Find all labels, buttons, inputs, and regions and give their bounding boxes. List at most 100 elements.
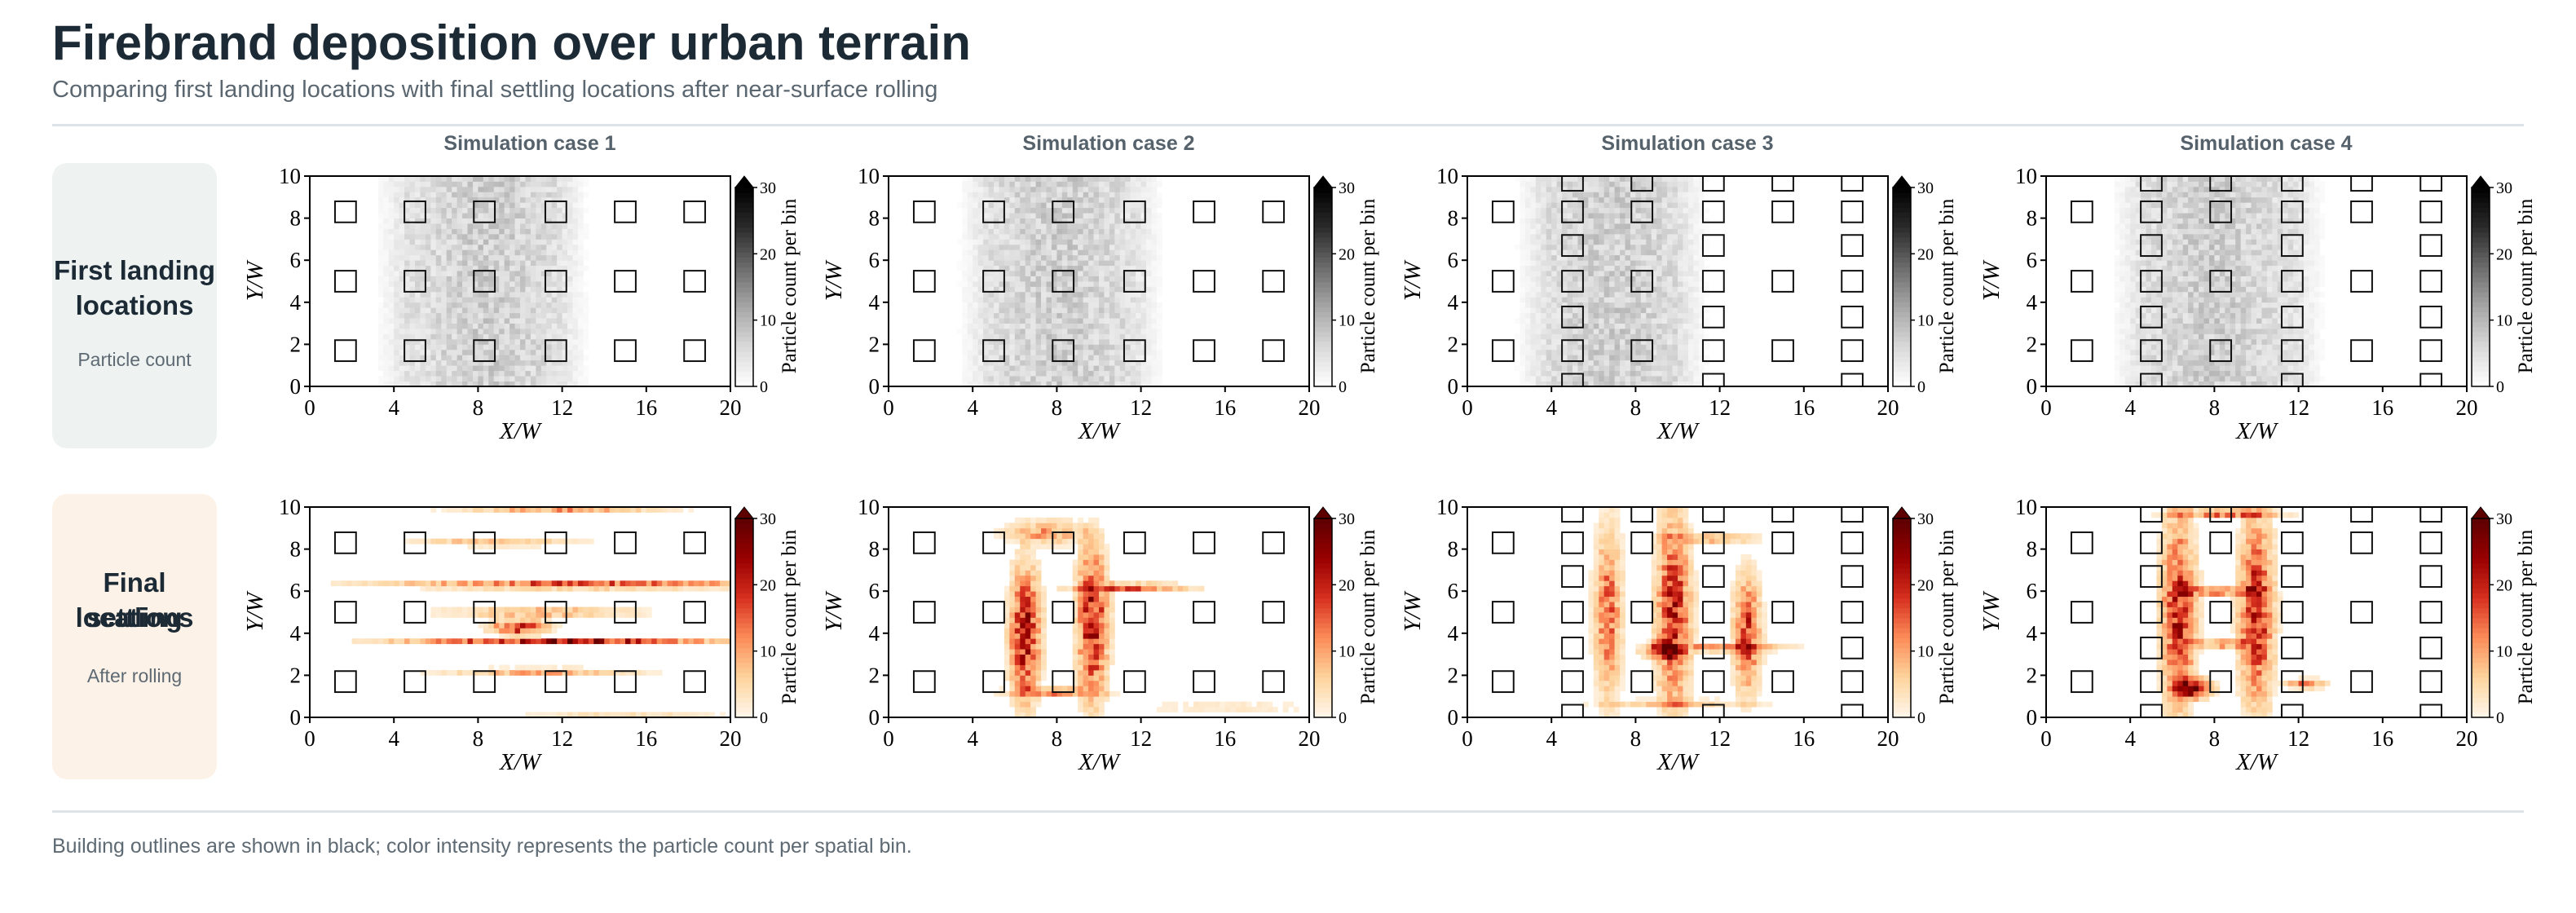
heatmap-cell xyxy=(967,329,973,334)
heatmap-cell xyxy=(1551,254,1558,261)
heatmap-cell xyxy=(562,186,568,192)
heatmap-cell xyxy=(1099,591,1105,598)
heatmap-cell xyxy=(1156,370,1162,377)
heatmap-cell xyxy=(1067,281,1074,287)
heatmap-cell xyxy=(646,712,652,718)
heatmap-cell xyxy=(483,344,489,351)
heatmap-cell xyxy=(452,580,457,587)
heatmap-cell xyxy=(467,213,474,218)
heatmap-cell xyxy=(572,218,579,224)
heatmap-cell xyxy=(462,202,468,209)
heatmap-cell xyxy=(567,186,573,192)
colorbar-step xyxy=(735,331,753,337)
heatmap-cell xyxy=(546,638,553,645)
heatmap-cell xyxy=(1136,291,1141,298)
colorbar-step xyxy=(1314,281,1332,288)
heatmap-cell xyxy=(1003,606,1010,613)
heatmap-cell xyxy=(1051,302,1057,308)
heatmap-cell xyxy=(609,507,615,513)
heatmap-cell xyxy=(540,297,547,303)
heatmap-cell xyxy=(1114,218,1121,224)
heatmap-cell xyxy=(1067,239,1074,245)
heatmap-cell xyxy=(1014,376,1021,382)
heatmap-cell xyxy=(1020,680,1026,686)
heatmap-cell xyxy=(441,223,448,229)
heatmap-cell xyxy=(493,544,500,549)
colorbar-tick-label: 0 xyxy=(760,709,768,727)
heatmap-cell xyxy=(973,265,979,271)
building-outline xyxy=(683,601,707,624)
heatmap-cell xyxy=(1009,538,1016,545)
heatmap-cell xyxy=(394,260,400,267)
heatmap-cell xyxy=(499,580,505,587)
heatmap-cell xyxy=(1014,223,1021,229)
heatmap-cell xyxy=(988,202,995,209)
heatmap-cell xyxy=(1041,612,1047,618)
heatmap-cell xyxy=(1119,297,1126,303)
heatmap-cell xyxy=(1072,649,1078,655)
heatmap-cell xyxy=(404,318,410,324)
heatmap-cell xyxy=(615,606,620,613)
heatmap-cell xyxy=(598,606,605,613)
heatmap-cell xyxy=(530,376,536,382)
heatmap-cell xyxy=(404,196,410,203)
heatmap-cell xyxy=(551,585,558,592)
heatmap-cell xyxy=(1051,538,1057,545)
heatmap-cell xyxy=(1025,359,1031,366)
heatmap-cell xyxy=(1051,265,1057,271)
heatmap-cell xyxy=(1093,533,1100,540)
heatmap-cell xyxy=(583,207,589,214)
heatmap-cell xyxy=(1146,249,1152,256)
heatmap-cell xyxy=(1114,186,1121,192)
colorbar-step xyxy=(1314,252,1332,258)
heatmap-cell xyxy=(472,260,479,267)
heatmap-cell xyxy=(1061,344,1068,351)
heatmap-cell xyxy=(509,218,515,224)
heatmap-cell xyxy=(536,228,542,235)
colorbar-step xyxy=(735,351,753,357)
heatmap-cell xyxy=(1140,186,1147,192)
heatmap-cell xyxy=(1551,176,1558,182)
heatmap-cell xyxy=(1020,355,1026,361)
heatmap-cell xyxy=(562,249,568,256)
heatmap-cell xyxy=(1025,580,1031,587)
heatmap-cell xyxy=(1114,376,1121,382)
heatmap-cell xyxy=(351,638,358,645)
heatmap-cell xyxy=(1146,223,1152,229)
heatmap-cell xyxy=(399,349,405,355)
heatmap-cell xyxy=(1035,312,1042,319)
heatmap-cell xyxy=(1078,192,1084,198)
heatmap-cell xyxy=(1167,701,1173,708)
heatmap-cell xyxy=(988,355,995,361)
heatmap-cell xyxy=(493,276,500,282)
heatmap-cell xyxy=(546,186,553,192)
heatmap-cell xyxy=(999,218,1005,224)
heatmap-cell xyxy=(1524,297,1531,303)
heatmap-cell xyxy=(467,186,474,192)
heatmap-cell xyxy=(1051,318,1057,324)
heatmap-cell xyxy=(583,612,589,618)
heatmap-cell xyxy=(546,181,553,187)
heatmap-cell xyxy=(1030,596,1036,602)
heatmap-cell xyxy=(1046,286,1052,293)
heatmap-cell xyxy=(1130,213,1136,218)
heatmap-cell xyxy=(967,370,973,377)
heatmap-cell xyxy=(1099,192,1105,198)
heatmap-cell xyxy=(540,286,547,293)
heatmap-cell xyxy=(1067,523,1074,529)
heatmap-cell xyxy=(983,370,989,377)
heatmap-cell xyxy=(499,376,505,382)
heatmap-cell xyxy=(1125,218,1131,224)
heatmap-cell xyxy=(1083,596,1089,602)
heatmap-cell xyxy=(1551,307,1558,314)
heatmap-cell xyxy=(1003,286,1010,293)
heatmap-cell xyxy=(425,338,431,345)
heatmap-cell xyxy=(441,638,448,645)
heatmap-cell xyxy=(967,312,973,319)
heatmap-cell xyxy=(709,580,716,587)
heatmap-cell xyxy=(572,318,579,324)
heatmap-cell xyxy=(536,338,542,345)
heatmap-cell xyxy=(1009,192,1016,198)
heatmap-cell xyxy=(446,233,452,240)
heatmap-cell xyxy=(967,291,973,298)
